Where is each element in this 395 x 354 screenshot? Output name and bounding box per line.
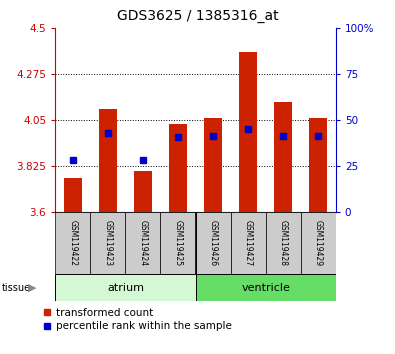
Legend: transformed count, percentile rank within the sample: transformed count, percentile rank withi… xyxy=(41,306,234,333)
Bar xyxy=(231,212,265,274)
Text: GSM119423: GSM119423 xyxy=(103,220,113,267)
Bar xyxy=(265,212,301,274)
Text: GSM119426: GSM119426 xyxy=(209,220,218,267)
Bar xyxy=(64,178,82,212)
Text: GSM119425: GSM119425 xyxy=(173,220,182,267)
Bar xyxy=(90,212,126,274)
Text: ▶: ▶ xyxy=(28,282,37,293)
Text: GSM119422: GSM119422 xyxy=(68,221,77,266)
Bar xyxy=(134,171,152,212)
Bar xyxy=(169,125,187,212)
Bar xyxy=(275,102,292,212)
Bar xyxy=(55,212,90,274)
Text: GSM119424: GSM119424 xyxy=(138,220,147,267)
Text: GDS3625 / 1385316_at: GDS3625 / 1385316_at xyxy=(117,9,278,23)
Bar xyxy=(126,212,160,274)
Text: GSM119428: GSM119428 xyxy=(278,221,288,266)
Bar xyxy=(55,274,196,301)
Bar xyxy=(239,52,257,212)
Text: ventricle: ventricle xyxy=(241,282,290,293)
Text: atrium: atrium xyxy=(107,282,144,293)
Text: GSM119429: GSM119429 xyxy=(314,220,323,267)
Bar xyxy=(160,212,196,274)
Bar xyxy=(99,109,117,212)
Text: GSM119427: GSM119427 xyxy=(244,220,253,267)
Bar xyxy=(204,118,222,212)
Bar xyxy=(301,212,336,274)
Text: tissue: tissue xyxy=(2,282,31,293)
Bar xyxy=(196,274,336,301)
Bar xyxy=(309,118,327,212)
Bar xyxy=(196,212,231,274)
